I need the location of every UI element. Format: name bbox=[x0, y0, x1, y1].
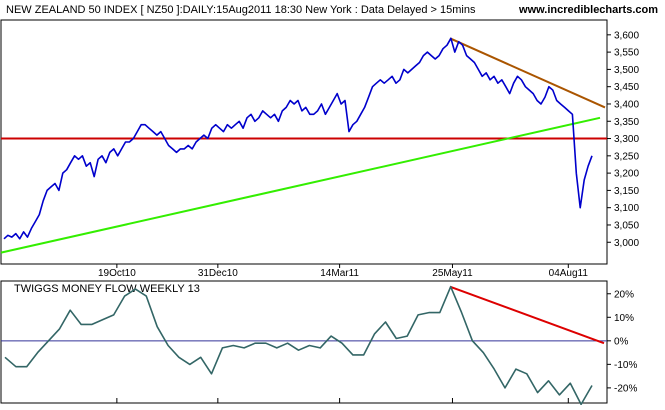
x-tick-label: 25May11 bbox=[432, 268, 473, 279]
x-tick-label: 04Aug11 bbox=[549, 268, 589, 279]
indicator-y-tick-label: -10% bbox=[614, 360, 637, 371]
y-tick-label: 3,350 bbox=[614, 117, 639, 128]
y-tick-label: 3,450 bbox=[614, 82, 639, 93]
site-url: www.incrediblecharts.com bbox=[518, 4, 658, 16]
y-tick-label: 3,550 bbox=[614, 48, 639, 59]
y-tick-label: 3,300 bbox=[614, 134, 639, 145]
y-tick-label: 3,250 bbox=[614, 151, 639, 162]
indicator-y-tick-label: 10% bbox=[614, 313, 634, 324]
y-tick-label: 3,000 bbox=[614, 238, 639, 249]
x-tick-label: 19Oct10 bbox=[98, 268, 136, 279]
price-panel-frame bbox=[0, 19, 608, 265]
axes-layer: 3,000 3,050 3,100 3,150 3,200 3,250 3,300 3,350… bbox=[98, 30, 639, 403]
y-tick-label: 3,100 bbox=[614, 203, 639, 214]
money-flow-trend-line bbox=[449, 285, 605, 345]
chart-title: NEW ZEALAND 50 INDEX [ NZ50 ]:DAILY:15Au… bbox=[6, 4, 476, 16]
indicator-y-tick-label: -20% bbox=[614, 383, 637, 394]
y-tick-label: 3,600 bbox=[614, 30, 639, 41]
support-trend-line bbox=[0, 116, 601, 254]
x-tick-label: 31Dec10 bbox=[198, 268, 238, 279]
resistance-trend-line bbox=[449, 37, 606, 109]
x-tick-label: 14Mar11 bbox=[320, 268, 359, 279]
indicator-panel-frame bbox=[0, 280, 608, 404]
indicator-title: TWIGGS MONEY FLOW WEEKLY 13 bbox=[14, 283, 200, 295]
y-tick-label: 3,400 bbox=[614, 99, 639, 110]
lines-layer bbox=[0, 37, 607, 406]
y-tick-label: 3,200 bbox=[614, 169, 639, 180]
y-tick-label: 3,150 bbox=[614, 186, 639, 197]
indicator-y-tick-label: 20% bbox=[614, 289, 634, 300]
y-tick-label: 3,050 bbox=[614, 220, 639, 231]
indicator-y-tick-label: 0% bbox=[614, 336, 629, 347]
y-tick-label: 3,500 bbox=[614, 65, 639, 76]
price-line bbox=[3, 37, 593, 240]
money-flow-line bbox=[4, 285, 593, 406]
